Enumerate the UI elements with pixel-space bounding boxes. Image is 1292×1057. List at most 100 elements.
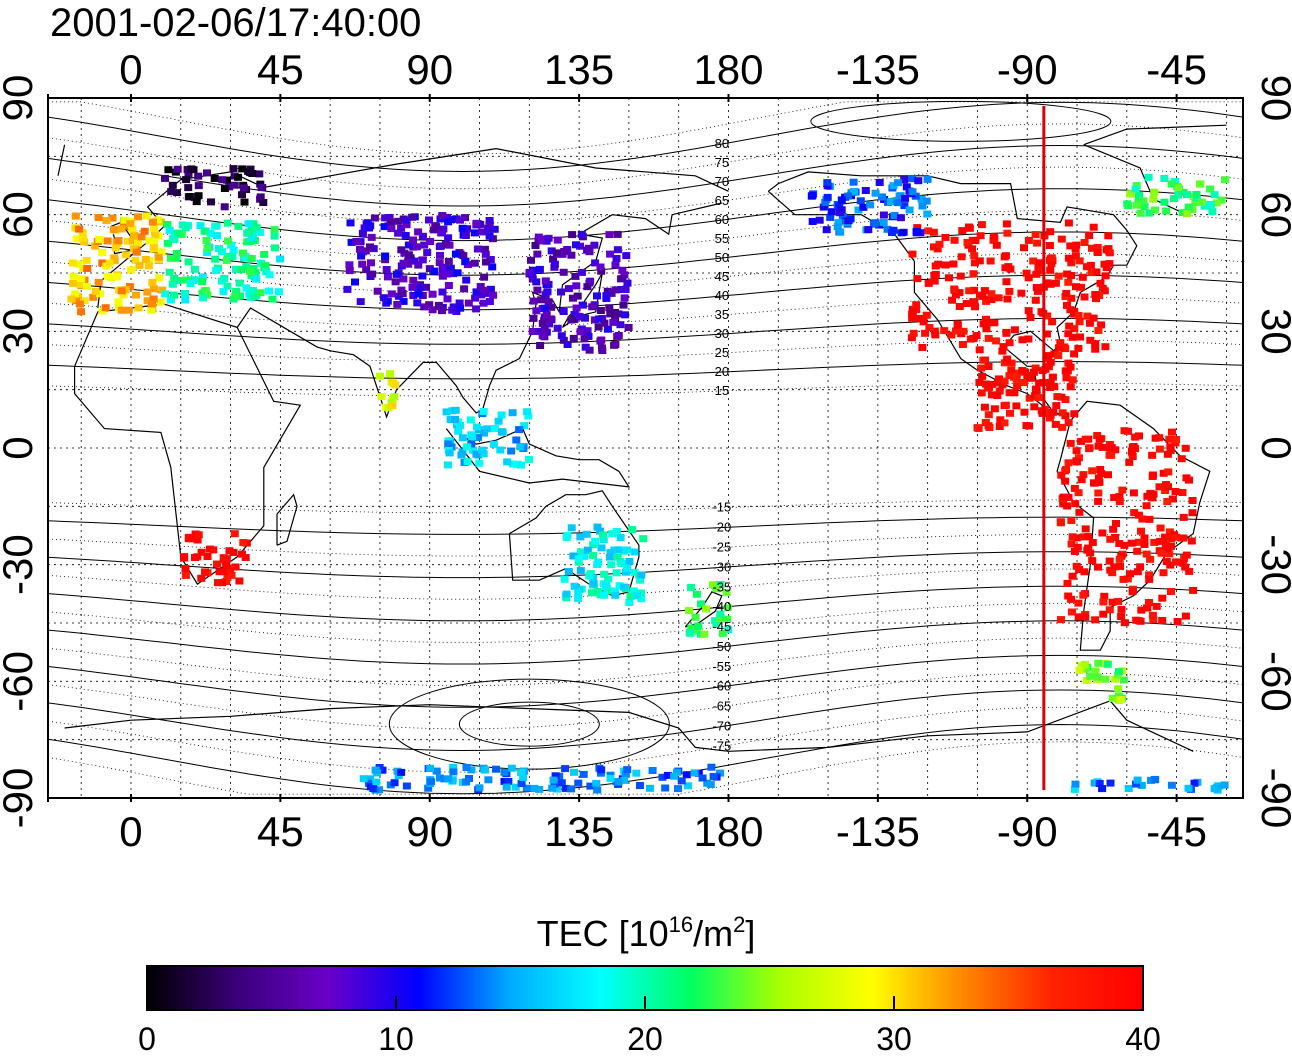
tec-cell: [1010, 326, 1019, 334]
tec-cell: [1136, 563, 1145, 571]
tec-cell: [1064, 419, 1073, 427]
tec-cell: [902, 183, 911, 191]
south-pole-loop: [458, 701, 600, 747]
tec-cell: [949, 260, 958, 268]
tec-cell: [109, 226, 118, 234]
tec-cell: [914, 177, 923, 185]
tec-cell: [1148, 494, 1157, 502]
mag-lat-label: 60: [715, 212, 729, 227]
tec-cell: [1148, 611, 1157, 619]
tec-cell: [462, 276, 471, 284]
lon-tick-label-top: 0: [119, 46, 142, 93]
tec-cell: [1197, 198, 1206, 206]
tec-cell: [134, 239, 142, 247]
tec-cell: [1020, 244, 1028, 252]
tec-cell: [940, 327, 949, 335]
tec-cell: [1024, 335, 1033, 343]
tec-cell: [1077, 283, 1085, 291]
magnetic-contour: [48, 741, 1243, 795]
tec-cell: [893, 199, 902, 207]
tec-cell: [197, 574, 206, 582]
lat-tick-label-right: 0: [1253, 436, 1292, 459]
tec-cell: [1158, 594, 1167, 602]
coastline: [508, 490, 640, 597]
tec-cell: [134, 304, 143, 312]
tec-cell: [605, 304, 614, 312]
tec-cell: [1099, 610, 1108, 618]
tec-cell: [1067, 517, 1076, 524]
tec-cell: [573, 292, 582, 300]
tec-cell: [1080, 293, 1089, 301]
tec-cell: [908, 314, 917, 322]
tec-cell: [1070, 325, 1079, 333]
tec-cell: [404, 260, 413, 268]
tec-cell: [201, 568, 209, 576]
tec-cell: [1043, 279, 1052, 287]
lat-tick-label-right: 60: [1253, 191, 1292, 238]
tec-cell: [1056, 519, 1065, 527]
tec-cell: [1063, 367, 1072, 375]
tec-cell: [117, 306, 126, 314]
tec-cell: [1137, 527, 1145, 535]
tec-cell: [446, 264, 455, 272]
tec-cell: [1043, 312, 1052, 320]
tec-cell: [970, 286, 978, 294]
lat-tick-label-right: -90: [1253, 768, 1292, 829]
lat-tick-label-left: 30: [0, 308, 41, 355]
tec-cell: [479, 299, 488, 307]
tec-cell: [594, 315, 603, 323]
tec-cell: [583, 283, 592, 291]
tec-cell: [276, 255, 285, 263]
tec-cell: [271, 244, 279, 252]
tec-cell: [618, 275, 627, 283]
tec-cell: [442, 408, 451, 416]
mag-lat-label: -55: [712, 659, 731, 674]
tec-cell: [170, 274, 179, 282]
tec-cell: [1110, 563, 1119, 571]
tec-cell: [158, 286, 167, 294]
tec-cell: [259, 199, 268, 206]
tec-cell: [607, 289, 616, 297]
tec-cell: [242, 262, 251, 270]
tec-cell: [661, 784, 670, 792]
tec-cell: [1131, 185, 1140, 193]
tec-cell: [637, 595, 646, 603]
tec-cell: [83, 265, 92, 272]
tec-cell: [265, 271, 274, 279]
tec-cell: [1046, 266, 1055, 274]
tec-cell: [163, 239, 172, 247]
tec-cell: [602, 292, 611, 300]
tec-cell: [1094, 327, 1103, 334]
tec-cell: [922, 311, 931, 319]
tec-cell: [980, 287, 989, 295]
tec-cell: [532, 307, 541, 315]
tec-cell: [923, 210, 932, 218]
tec-cell: [132, 248, 141, 256]
tec-cell: [557, 332, 566, 340]
tec-cell: [598, 344, 606, 352]
tec-cell: [1086, 549, 1095, 557]
tec-cell: [454, 427, 463, 435]
tec-cell: [917, 195, 926, 203]
tec-cell: [117, 225, 126, 233]
tec-cell: [583, 546, 592, 554]
tec-cell: [218, 579, 227, 587]
tec-cell: [966, 335, 975, 343]
tec-cell: [181, 276, 190, 284]
tec-cell: [270, 232, 279, 240]
mag-lat-label: -75: [712, 738, 731, 753]
tec-cell: [591, 537, 600, 545]
tec-cell: [1087, 269, 1096, 277]
tec-cell: [1046, 358, 1055, 366]
tec-cell: [941, 233, 950, 241]
tec-cell: [496, 446, 505, 454]
tec-cell: [537, 237, 546, 245]
tec-cell: [461, 258, 470, 266]
tec-cell: [1200, 202, 1209, 210]
tec-cell: [1117, 613, 1126, 620]
tec-cell: [1173, 618, 1182, 625]
tec-cell: [620, 583, 628, 591]
tec-cell: [1007, 366, 1016, 374]
magnetic-contour: [48, 603, 1243, 643]
tec-cell: [1156, 524, 1165, 532]
